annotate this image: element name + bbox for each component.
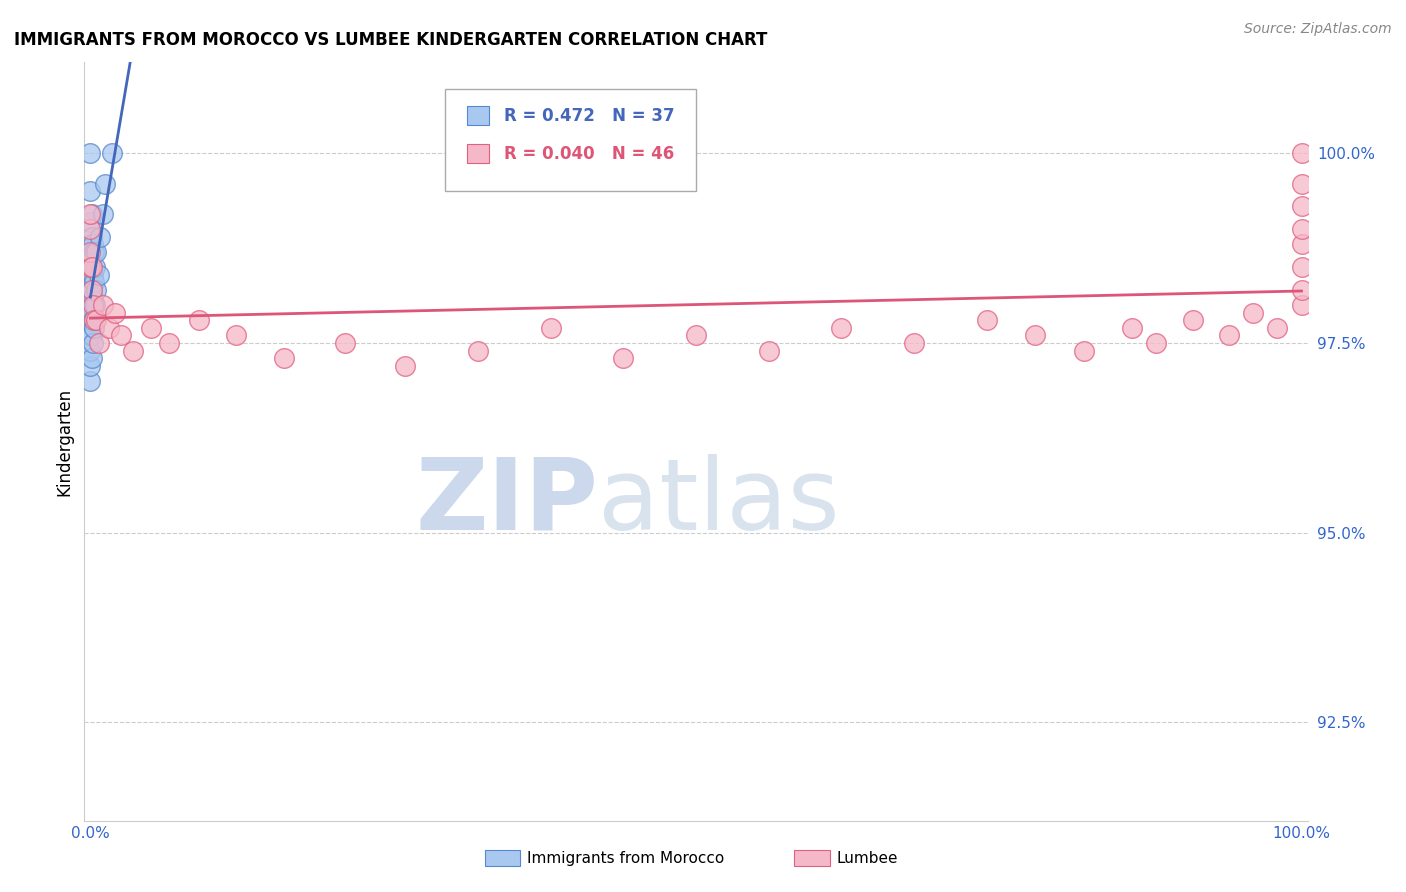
Point: [1291, 177, 1313, 191]
Text: atlas: atlas: [598, 454, 839, 550]
Point: [79, 215, 101, 229]
Point: [188, 313, 211, 327]
Point: [82, 336, 104, 351]
Point: [139, 321, 162, 335]
Point: [1291, 298, 1313, 312]
Point: [121, 343, 143, 358]
Point: [333, 336, 356, 351]
Point: [80, 260, 103, 275]
Point: [84, 298, 107, 312]
Point: [83, 298, 105, 312]
Point: [86, 283, 108, 297]
Y-axis label: Kindergarten: Kindergarten: [55, 387, 73, 496]
Point: [79, 298, 101, 312]
Point: [79, 343, 101, 358]
Point: [1144, 336, 1167, 351]
Point: [80, 260, 103, 275]
Point: [87, 268, 110, 282]
Point: [91, 298, 114, 312]
Text: Lumbee: Lumbee: [837, 851, 898, 865]
Point: [86, 245, 108, 260]
Bar: [467, 106, 489, 126]
Point: [82, 291, 104, 305]
Point: [101, 146, 124, 161]
Point: [1291, 146, 1313, 161]
FancyBboxPatch shape: [446, 89, 696, 191]
Point: [80, 207, 103, 221]
Text: IMMIGRANTS FROM MOROCCO VS LUMBEE KINDERGARTEN CORRELATION CHART: IMMIGRANTS FROM MOROCCO VS LUMBEE KINDER…: [14, 31, 768, 49]
Point: [976, 313, 998, 327]
Point: [110, 328, 132, 343]
Point: [394, 359, 416, 373]
Point: [1218, 328, 1240, 343]
Point: [83, 313, 105, 327]
Bar: [467, 145, 489, 163]
Point: [94, 177, 117, 191]
Point: [80, 283, 103, 297]
Point: [91, 207, 114, 221]
Text: R = 0.472   N = 37: R = 0.472 N = 37: [503, 107, 675, 125]
Point: [83, 321, 105, 335]
Point: [80, 283, 103, 297]
Point: [104, 306, 127, 320]
Point: [79, 328, 101, 343]
Point: [80, 306, 103, 320]
Point: [80, 230, 103, 244]
Point: [612, 351, 634, 366]
Point: [79, 359, 101, 373]
Point: [84, 260, 107, 275]
Point: [830, 321, 852, 335]
Point: [82, 298, 104, 312]
Text: R = 0.040   N = 46: R = 0.040 N = 46: [503, 145, 673, 163]
Point: [79, 185, 101, 199]
Point: [79, 146, 101, 161]
Point: [83, 245, 105, 260]
Point: [1291, 237, 1313, 252]
Point: [79, 237, 101, 252]
Point: [1265, 321, 1288, 335]
Point: [79, 207, 101, 221]
Point: [1291, 200, 1313, 214]
Point: [273, 351, 295, 366]
Point: [79, 260, 101, 275]
Point: [1073, 343, 1095, 358]
Point: [89, 230, 111, 244]
Point: [82, 237, 104, 252]
Point: [1181, 313, 1204, 327]
Point: [903, 336, 925, 351]
Point: [685, 328, 707, 343]
Text: Source: ZipAtlas.com: Source: ZipAtlas.com: [1244, 22, 1392, 37]
Point: [1241, 306, 1264, 320]
Point: [80, 328, 103, 343]
Point: [1121, 321, 1143, 335]
Point: [87, 336, 110, 351]
Text: Immigrants from Morocco: Immigrants from Morocco: [527, 851, 724, 865]
Point: [79, 222, 101, 236]
Point: [97, 321, 120, 335]
Point: [467, 343, 489, 358]
Point: [225, 328, 247, 343]
Point: [157, 336, 180, 351]
Point: [82, 268, 104, 282]
Point: [540, 321, 562, 335]
Point: [79, 313, 101, 327]
Point: [758, 343, 780, 358]
Point: [1291, 260, 1313, 275]
Point: [86, 313, 108, 327]
Text: ZIP: ZIP: [415, 454, 598, 550]
Point: [79, 283, 101, 297]
Point: [79, 245, 101, 260]
Point: [1291, 222, 1313, 236]
Point: [1291, 283, 1313, 297]
Point: [82, 313, 104, 327]
Point: [83, 276, 105, 290]
Point: [79, 374, 101, 388]
Point: [79, 260, 101, 275]
Point: [80, 351, 103, 366]
Point: [1024, 328, 1046, 343]
